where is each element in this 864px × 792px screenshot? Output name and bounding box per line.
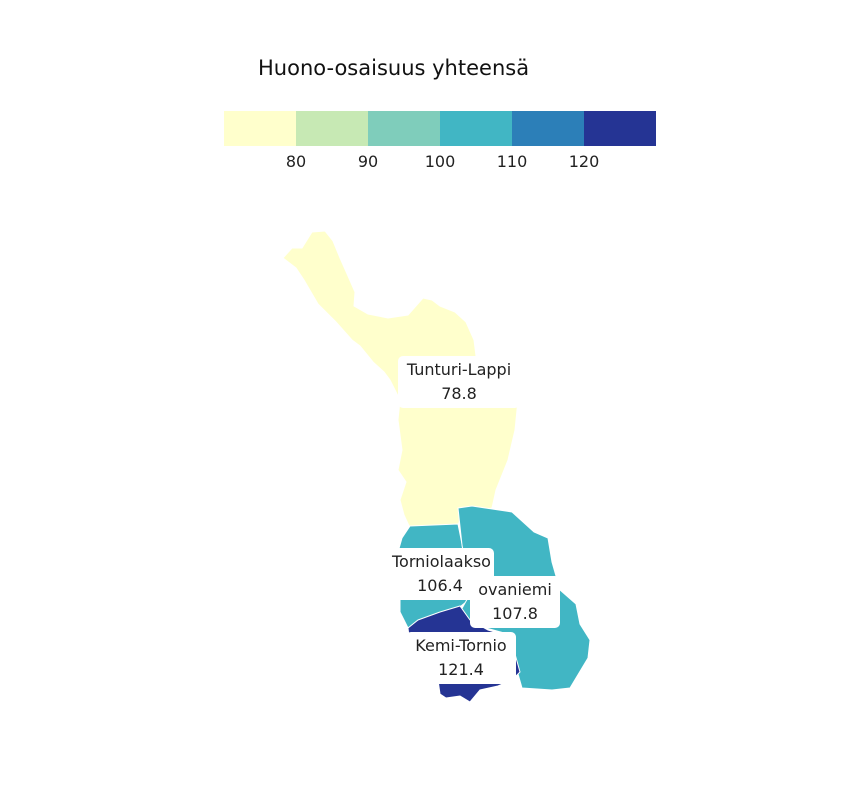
region-name: Torniolaakso: [392, 552, 491, 571]
region-name: Tunturi-Lappi: [406, 360, 512, 379]
legend-tick-label: 80: [285, 152, 307, 171]
legend-swatch: [584, 111, 656, 146]
region-value: 78.8: [441, 384, 477, 403]
region-label-tunturi-lappi: Tunturi-Lappi 78.8: [398, 356, 520, 408]
legend-swatch: [296, 111, 368, 146]
legend-tick-label: 90: [357, 152, 379, 171]
legend-tick-label: 110: [496, 152, 528, 171]
region-name: Kemi-Tornio: [415, 636, 507, 655]
region-label-kemi-tornio: Kemi-Tornio 121.4: [406, 632, 516, 684]
region-value: 107.8: [492, 604, 538, 623]
region-name: ovaniemi: [478, 580, 552, 599]
legend-colorbar: [224, 111, 656, 146]
legend-swatch: [368, 111, 440, 146]
legend-swatch: [440, 111, 512, 146]
legend-swatch: [224, 111, 296, 146]
region-value: 121.4: [438, 660, 484, 679]
region-value: 106.4: [417, 576, 463, 595]
region-label-rovaniemi: ovaniemi 107.8: [470, 576, 560, 628]
legend-tick-label: 120: [568, 152, 600, 171]
legend-tick-label: 100: [424, 152, 456, 171]
legend-title: Huono-osaisuus yhteensä: [258, 56, 530, 80]
legend-ticks: 80 90 100 110 120: [224, 152, 656, 176]
legend-swatch: [512, 111, 584, 146]
